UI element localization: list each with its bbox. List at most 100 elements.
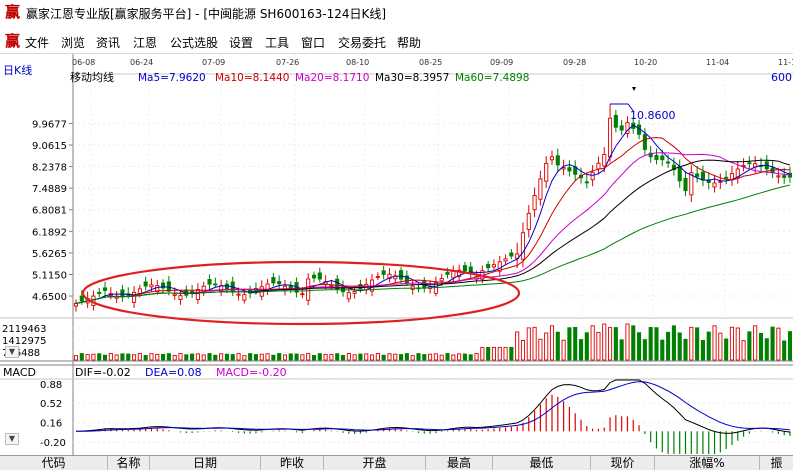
volume-bar: [178, 353, 183, 361]
candle-body: [695, 173, 700, 177]
volume-bar: [201, 354, 206, 361]
candle-body: [300, 293, 305, 296]
volume-bar: [126, 353, 131, 361]
period-label[interactable]: 日K线: [3, 64, 33, 77]
volume-bar: [259, 353, 264, 361]
column-amplitude[interactable]: 振: [770, 456, 783, 470]
volume-bar: [497, 346, 502, 361]
menu-tools[interactable]: 工具: [265, 36, 290, 50]
volume-bar: [671, 325, 676, 361]
volume-bar: [253, 354, 259, 361]
ma-value-label: Ma60=7.4898: [455, 72, 529, 84]
yingjia-menu-logo-icon[interactable]: 赢: [4, 32, 20, 50]
menu-gann[interactable]: 江恩: [133, 36, 158, 50]
candle-body: [747, 162, 752, 165]
candle-body: [166, 281, 171, 292]
candle-body: [509, 252, 514, 257]
column-price[interactable]: 现价: [591, 456, 655, 470]
menu-browse[interactable]: 浏览: [61, 36, 86, 50]
macd-dif-line: [75, 379, 791, 434]
column-high[interactable]: 最高: [426, 456, 493, 470]
candle-body: [497, 261, 502, 272]
volume-bar: [184, 354, 189, 361]
column-open[interactable]: 开盘: [324, 456, 426, 470]
macd-tick-label: 0.52: [40, 399, 62, 410]
column-prev-close[interactable]: 昨收: [261, 456, 324, 470]
column-name[interactable]: 名称: [108, 456, 150, 470]
volume-bar: [526, 327, 531, 361]
candle-body: [648, 152, 653, 158]
menu-help[interactable]: 帮助: [397, 36, 422, 50]
candle-body: [503, 258, 508, 262]
menu-formula-screener[interactable]: 公式选股: [170, 36, 219, 50]
volume-bar: [172, 354, 177, 361]
price-tick-label: 9.9677: [32, 119, 67, 130]
kline-chart[interactable]: 9.9677 9.0615 8.2378 7.4889 6.8081 6.1892 5.62…: [0, 54, 793, 457]
candle-body: [143, 281, 148, 287]
candle-body: [329, 284, 334, 287]
candle-body: [236, 293, 241, 296]
candle-body: [381, 270, 386, 275]
volume-bar: [741, 340, 746, 361]
candle-body: [445, 271, 450, 275]
menu-news[interactable]: 资讯: [96, 36, 121, 50]
candle-body: [439, 277, 444, 282]
volume-bar: [520, 340, 526, 361]
volume-bar: [770, 326, 775, 361]
menu-file[interactable]: 文件: [25, 36, 50, 50]
macd-tick-label: 0.88: [40, 380, 62, 391]
column-change-pct[interactable]: 涨幅%: [655, 456, 760, 470]
volume-bar: [555, 331, 560, 361]
volume-bar: [642, 339, 647, 361]
column-low[interactable]: 最低: [493, 456, 591, 470]
volume-bar: [195, 353, 200, 361]
cursor-marker-icon: [632, 87, 636, 91]
volume-bar: [503, 346, 508, 361]
scroll-down-arrow-icon-macd[interactable]: ▼: [5, 433, 19, 445]
candle-body: [149, 284, 154, 288]
volume-bar: [294, 353, 299, 361]
volume-bar: [439, 354, 444, 361]
candle-body: [451, 270, 456, 279]
volume-bar: [387, 353, 392, 361]
candle-body: [120, 289, 125, 298]
volume-bar: [532, 326, 537, 361]
candle-body: [375, 275, 380, 278]
volume-bar: [282, 354, 288, 361]
volume-bar: [619, 339, 624, 361]
candle-body: [526, 212, 531, 230]
column-code[interactable]: 代码: [0, 456, 108, 470]
column-date[interactable]: 日期: [150, 456, 261, 470]
chart-area[interactable]: 日K线 9.9677 9.0615 8.2378 7.4889 6.8081 6.1892…: [0, 54, 793, 457]
volume-bar: [340, 354, 346, 361]
volume-bar: [631, 325, 636, 361]
volume-bar: [474, 353, 479, 361]
candle-body: [532, 195, 537, 211]
volume-tick-label: 706488: [2, 348, 40, 359]
volume-bar: [590, 325, 595, 361]
moving-average-line-ma60: [75, 184, 791, 304]
volume-bar: [625, 323, 630, 361]
date-tick-label: 09-28: [563, 58, 586, 67]
volume-bar: [369, 354, 375, 361]
candle-body: [155, 285, 160, 293]
price-tick-label: 5.6265: [32, 249, 67, 260]
title-bar: 赢 赢家江恩专业版[赢家服务平台] - [中闽能源 SH600163-124日K…: [0, 0, 793, 26]
candle-body: [79, 295, 84, 302]
volume-bar: [666, 331, 671, 361]
ma-value-label: Ma20=8.1710: [295, 72, 369, 84]
candle-body: [613, 114, 618, 128]
menu-trade[interactable]: 交易委托: [338, 36, 387, 50]
date-tick-label: 06-08: [72, 58, 95, 67]
date-tick-label: 10-20: [634, 58, 657, 67]
candle-body: [172, 293, 177, 296]
macd-value-label: MACD=-0.20: [216, 366, 287, 379]
menu-window[interactable]: 窗口: [301, 36, 326, 50]
candle-body: [457, 269, 462, 278]
candle-body: [271, 277, 276, 284]
menu-settings[interactable]: 设置: [229, 36, 254, 50]
scroll-down-arrow-icon[interactable]: ▼: [5, 346, 19, 358]
date-tick-label: 11-04: [706, 58, 729, 67]
price-tick-label: 9.0615: [32, 141, 67, 152]
volume-bar: [573, 326, 578, 361]
